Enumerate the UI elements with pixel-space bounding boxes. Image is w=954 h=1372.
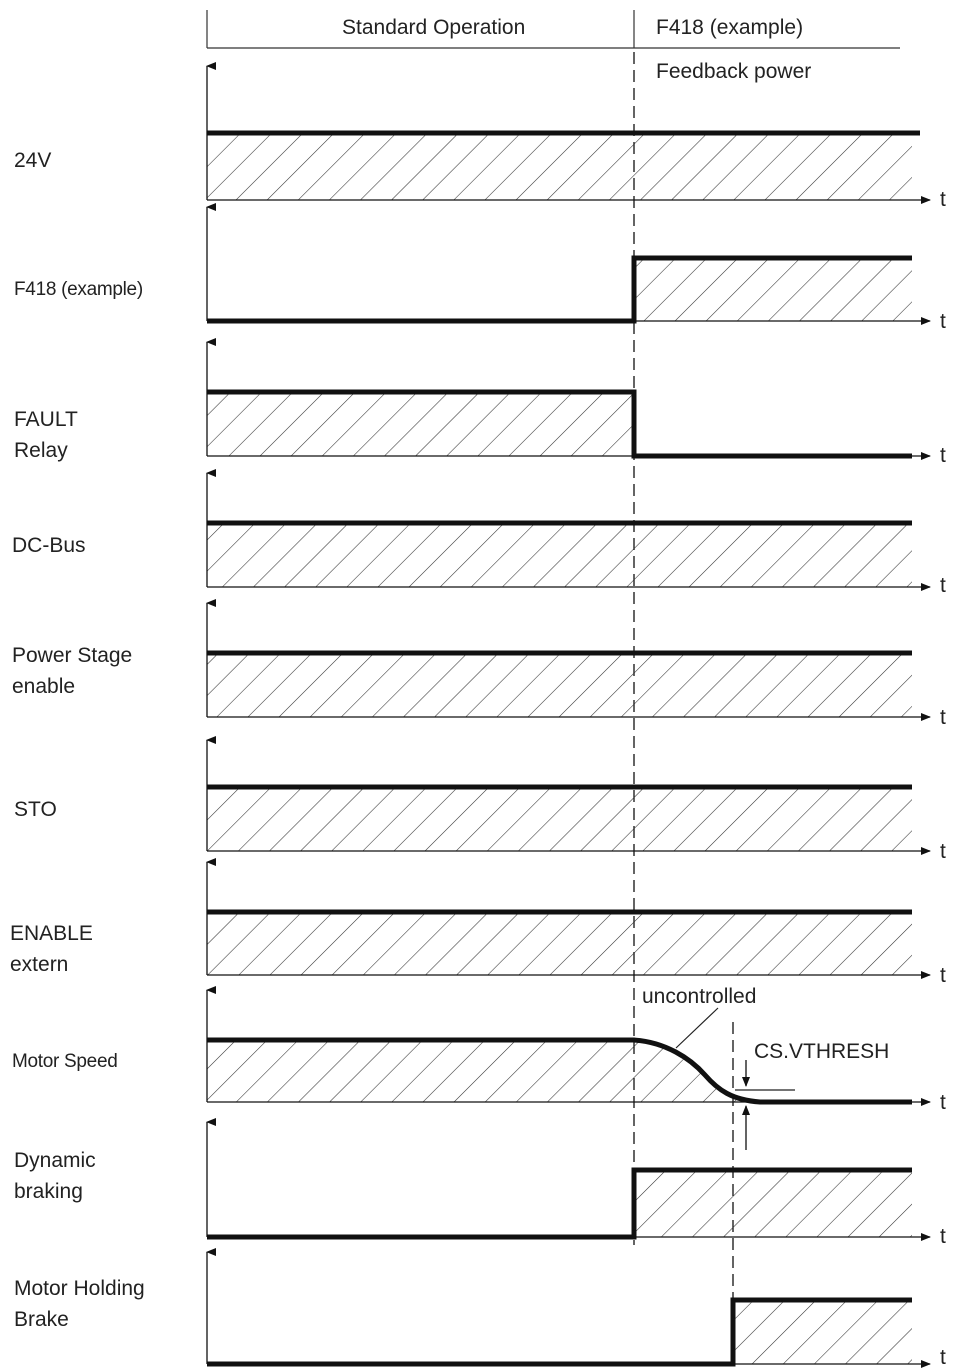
phase-header: [206, 10, 900, 49]
phase-standard-label: Standard Operation: [342, 16, 526, 39]
signal-24v: [206, 62, 931, 204]
time-axis-label: t: [940, 444, 946, 467]
time-axis-label: t: [940, 1346, 946, 1369]
signal-dynamic-braking: [206, 1118, 931, 1241]
time-axis-label: t: [940, 706, 946, 729]
signal-label-24v: 24V: [14, 149, 52, 172]
time-axis-label: t: [940, 964, 946, 987]
time-axis-label: t: [940, 1225, 946, 1248]
signal-label-f418: F418 (example): [14, 279, 143, 300]
signal-label-dc-bus: DC-Bus: [12, 534, 86, 557]
signal-label-enable-extern: ENABLE extern: [10, 922, 93, 976]
time-axis-label: t: [940, 310, 946, 333]
signal-sto: [206, 736, 931, 855]
signal-label-sto: STO: [14, 798, 57, 821]
signal-label-dynamic-braking: Dynamic braking: [14, 1149, 96, 1203]
signal-enable-extern: [206, 858, 931, 979]
signal-motor-speed: [206, 986, 931, 1150]
signal-fault-relay: [206, 338, 931, 460]
signal-f418: [206, 203, 931, 325]
uncontrolled-annotation: uncontrolled: [642, 985, 757, 1008]
signal-label-power-stage: Power Stage enable: [12, 644, 133, 698]
signal-motor-holding-brake: [206, 1248, 931, 1368]
time-axis-label: t: [940, 574, 946, 597]
phase-fault-label: F418 (example): [656, 16, 804, 39]
time-axis-label: t: [940, 1091, 946, 1114]
time-axis-label: t: [940, 840, 946, 863]
signal-label-motor-speed: Motor Speed: [12, 1051, 118, 1072]
fault-note-label: Feedback power: [656, 60, 812, 83]
signal-label-holding-brake: Motor Holding Brake: [14, 1277, 145, 1331]
signal-power-stage-enable: [206, 599, 931, 721]
uncontrolled-leader: [675, 1007, 719, 1049]
threshold-annotation: CS.VTHRESH: [754, 1040, 890, 1063]
signal-dc-bus: [206, 469, 931, 591]
time-axis-label: t: [940, 188, 946, 211]
signal-label-fault-relay: FAULT Relay: [14, 408, 78, 462]
